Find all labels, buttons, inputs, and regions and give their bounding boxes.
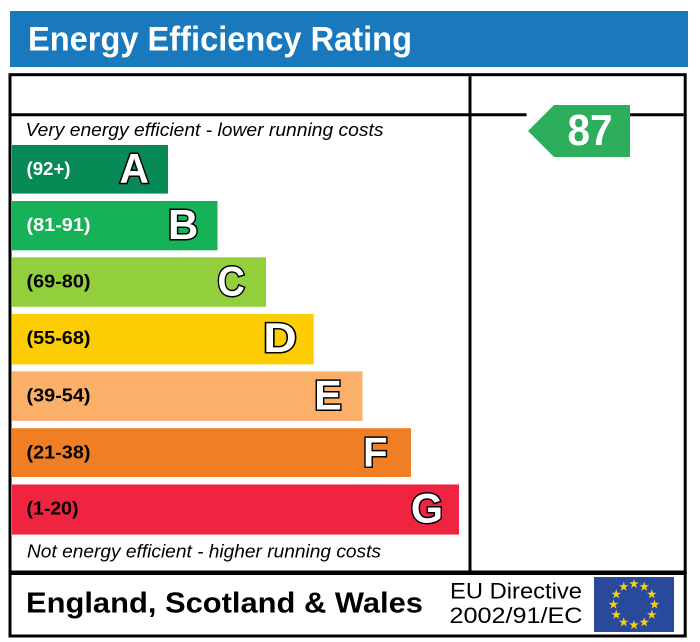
svg-text:EU Directive: EU Directive — [450, 579, 582, 604]
svg-text:Very energy efficient - lower: Very energy efficient - lower running co… — [26, 119, 384, 140]
svg-text:(1-20): (1-20) — [27, 498, 79, 519]
svg-text:A: A — [120, 145, 149, 192]
svg-text:F: F — [363, 428, 388, 475]
svg-text:(81-91): (81-91) — [27, 214, 91, 235]
svg-text:D: D — [263, 314, 297, 361]
svg-text:G: G — [411, 485, 443, 532]
svg-text:(39-54): (39-54) — [27, 385, 91, 406]
svg-text:(92+): (92+) — [27, 158, 71, 179]
svg-text:B: B — [168, 201, 198, 248]
svg-text:87: 87 — [568, 107, 613, 155]
svg-text:Energy Efficiency Rating: Energy Efficiency Rating — [28, 21, 412, 59]
svg-text:C: C — [218, 258, 245, 305]
svg-text:(21-38): (21-38) — [27, 441, 91, 462]
svg-text:(55-68): (55-68) — [27, 327, 91, 348]
svg-text:Not energy efficient - higher: Not energy efficient - higher running co… — [27, 541, 381, 562]
svg-text:E: E — [314, 372, 342, 419]
svg-text:England, Scotland & Wales: England, Scotland & Wales — [26, 588, 423, 620]
svg-text:(69-80): (69-80) — [27, 271, 91, 292]
svg-text:2002/91/EC: 2002/91/EC — [450, 603, 583, 628]
